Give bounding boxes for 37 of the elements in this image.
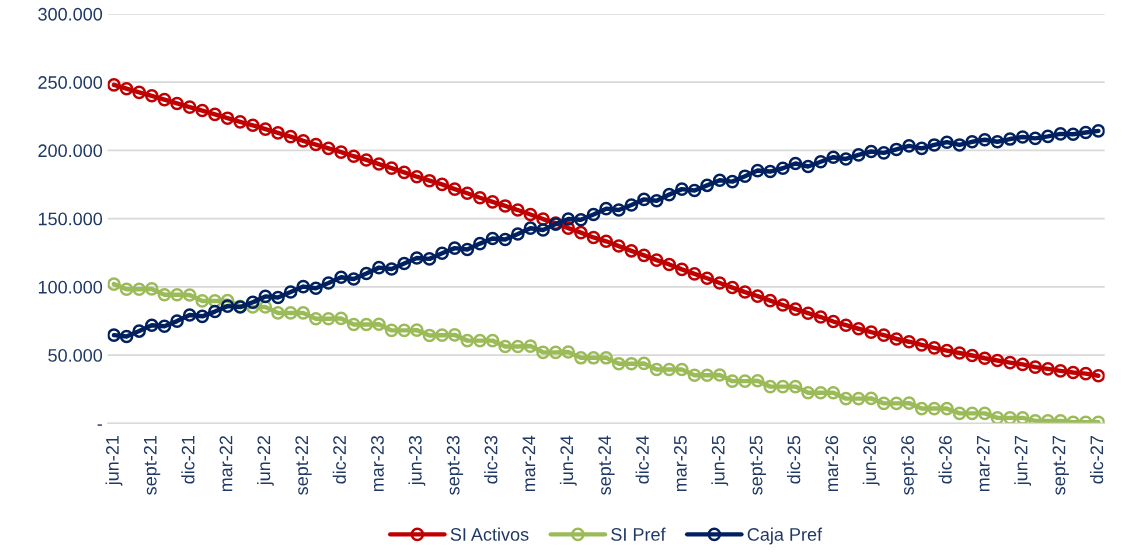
y-tick-label: - (97, 424, 102, 426)
x-tick-label: jun-24 (559, 435, 577, 486)
x-tick-label: jun-21 (105, 436, 123, 486)
x-tick-label: sept-23 (446, 435, 464, 495)
legend-label: Caja Pref (747, 527, 823, 545)
x-tick-label: mar-26 (825, 435, 839, 492)
x-tick-label: sept-26 (901, 435, 918, 495)
x-tick-label: sept-21 (143, 436, 161, 495)
y-tick-label: 50.000 (48, 349, 103, 362)
legend-label: SI Pref (611, 527, 666, 541)
y-tick-label: 100.000 (38, 280, 103, 294)
x-tick-label: dic-23 (484, 435, 498, 484)
x-tick-label: jun-23 (408, 435, 426, 486)
x-tick-label: dic-26 (938, 435, 952, 484)
x-tick-label: mar-27 (976, 436, 990, 492)
x-tick-label: jun-22 (256, 436, 274, 486)
x-tick-label: jun-27 (1014, 436, 1032, 486)
x-tick-label: sept-25 (749, 435, 767, 495)
y-tick-label: 250.000 (38, 76, 103, 89)
x-tick-label: mar-22 (219, 436, 233, 492)
x-tick-label: dic-27 (1089, 436, 1104, 484)
x-tick-label: jun-26 (862, 435, 880, 486)
x-tick-label: sept-22 (295, 436, 312, 495)
x-tick-label: mar-23 (371, 435, 384, 492)
y-tick-label: 150.000 (38, 212, 103, 226)
x-tick-label: dic-21 (181, 436, 195, 484)
x-tick-label: sept-24 (598, 435, 615, 495)
y-tick-label: 200.000 (38, 144, 103, 158)
x-tick-label: dic-25 (787, 435, 801, 484)
x-tick-label: dic-24 (635, 435, 649, 484)
y-tick-label: 300.000 (38, 7, 103, 21)
x-tick-label: dic-22 (332, 436, 346, 484)
x-tick-label: jun-25 (711, 435, 729, 486)
x-tick-label: mar-24 (522, 435, 536, 492)
x-tick-label: mar-25 (673, 435, 687, 492)
legend-label: SI Activos (450, 527, 529, 541)
x-tick-label: sept-27 (1052, 436, 1069, 495)
